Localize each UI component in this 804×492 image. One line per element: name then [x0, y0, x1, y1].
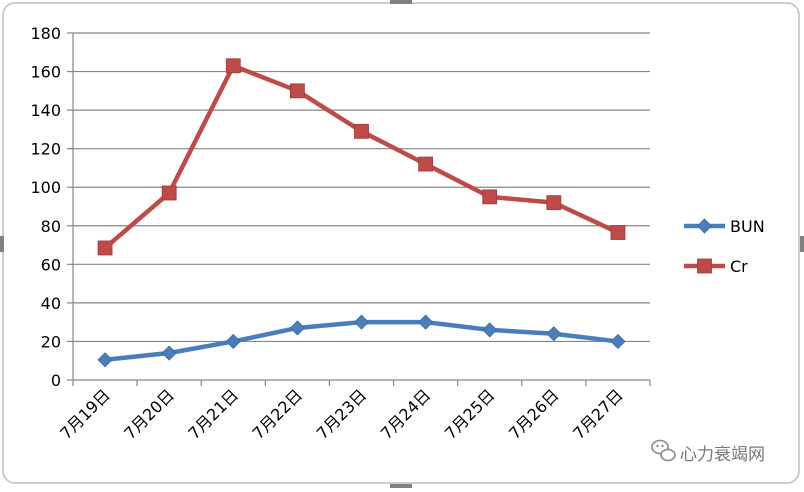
watermark-text: 心力衰竭网 [680, 445, 765, 465]
data-point [289, 83, 305, 99]
gridlines [73, 32, 650, 343]
legend-label: BUN [730, 217, 765, 236]
data-point [161, 185, 177, 201]
data-point [354, 123, 369, 139]
data-point [225, 58, 241, 74]
legend-item-bun: BUN [684, 217, 765, 236]
legend: BUN Cr [684, 217, 765, 276]
data-point [225, 333, 241, 350]
data-point [546, 326, 562, 342]
data-point [289, 320, 305, 336]
watermark: 心力衰竭网 [651, 439, 765, 465]
data-point [482, 189, 498, 205]
axes [67, 32, 651, 386]
y-tick-label: 20 [41, 332, 61, 351]
data-point [610, 333, 626, 350]
legend-marker [697, 258, 712, 274]
y-tick-label: 60 [41, 255, 61, 274]
data-point [418, 314, 434, 330]
resize-handle-left [0, 236, 4, 252]
legend-label: Cr [730, 257, 748, 276]
data-point [97, 240, 113, 256]
data-point [161, 345, 177, 361]
y-tick-labels: 0 20 40 60 80 100 120 140 160 180 [30, 24, 61, 390]
data-point [482, 322, 498, 338]
y-tick-label: 160 [30, 63, 61, 82]
series-cr [97, 58, 626, 256]
legend-marker [696, 218, 713, 234]
data-point [418, 156, 434, 172]
series [97, 58, 626, 368]
legend-item-cr: Cr [684, 257, 748, 276]
y-tick-label: 40 [41, 294, 61, 313]
resize-handle-top [390, 0, 412, 4]
y-tick-label: 100 [30, 178, 61, 197]
y-tick-label: 140 [30, 101, 61, 120]
resize-handle-bottom [390, 484, 412, 488]
y-tick-label: 0 [51, 371, 61, 390]
data-point [610, 225, 626, 240]
resize-handle-right [800, 236, 804, 252]
y-tick-label: 80 [41, 217, 61, 236]
wechat-icon [651, 439, 676, 462]
y-tick-label: 120 [30, 140, 61, 159]
y-tick-label: 180 [30, 24, 61, 43]
series-bun [97, 314, 626, 368]
data-point [97, 352, 113, 368]
data-point [353, 314, 370, 330]
data-point [546, 195, 562, 211]
